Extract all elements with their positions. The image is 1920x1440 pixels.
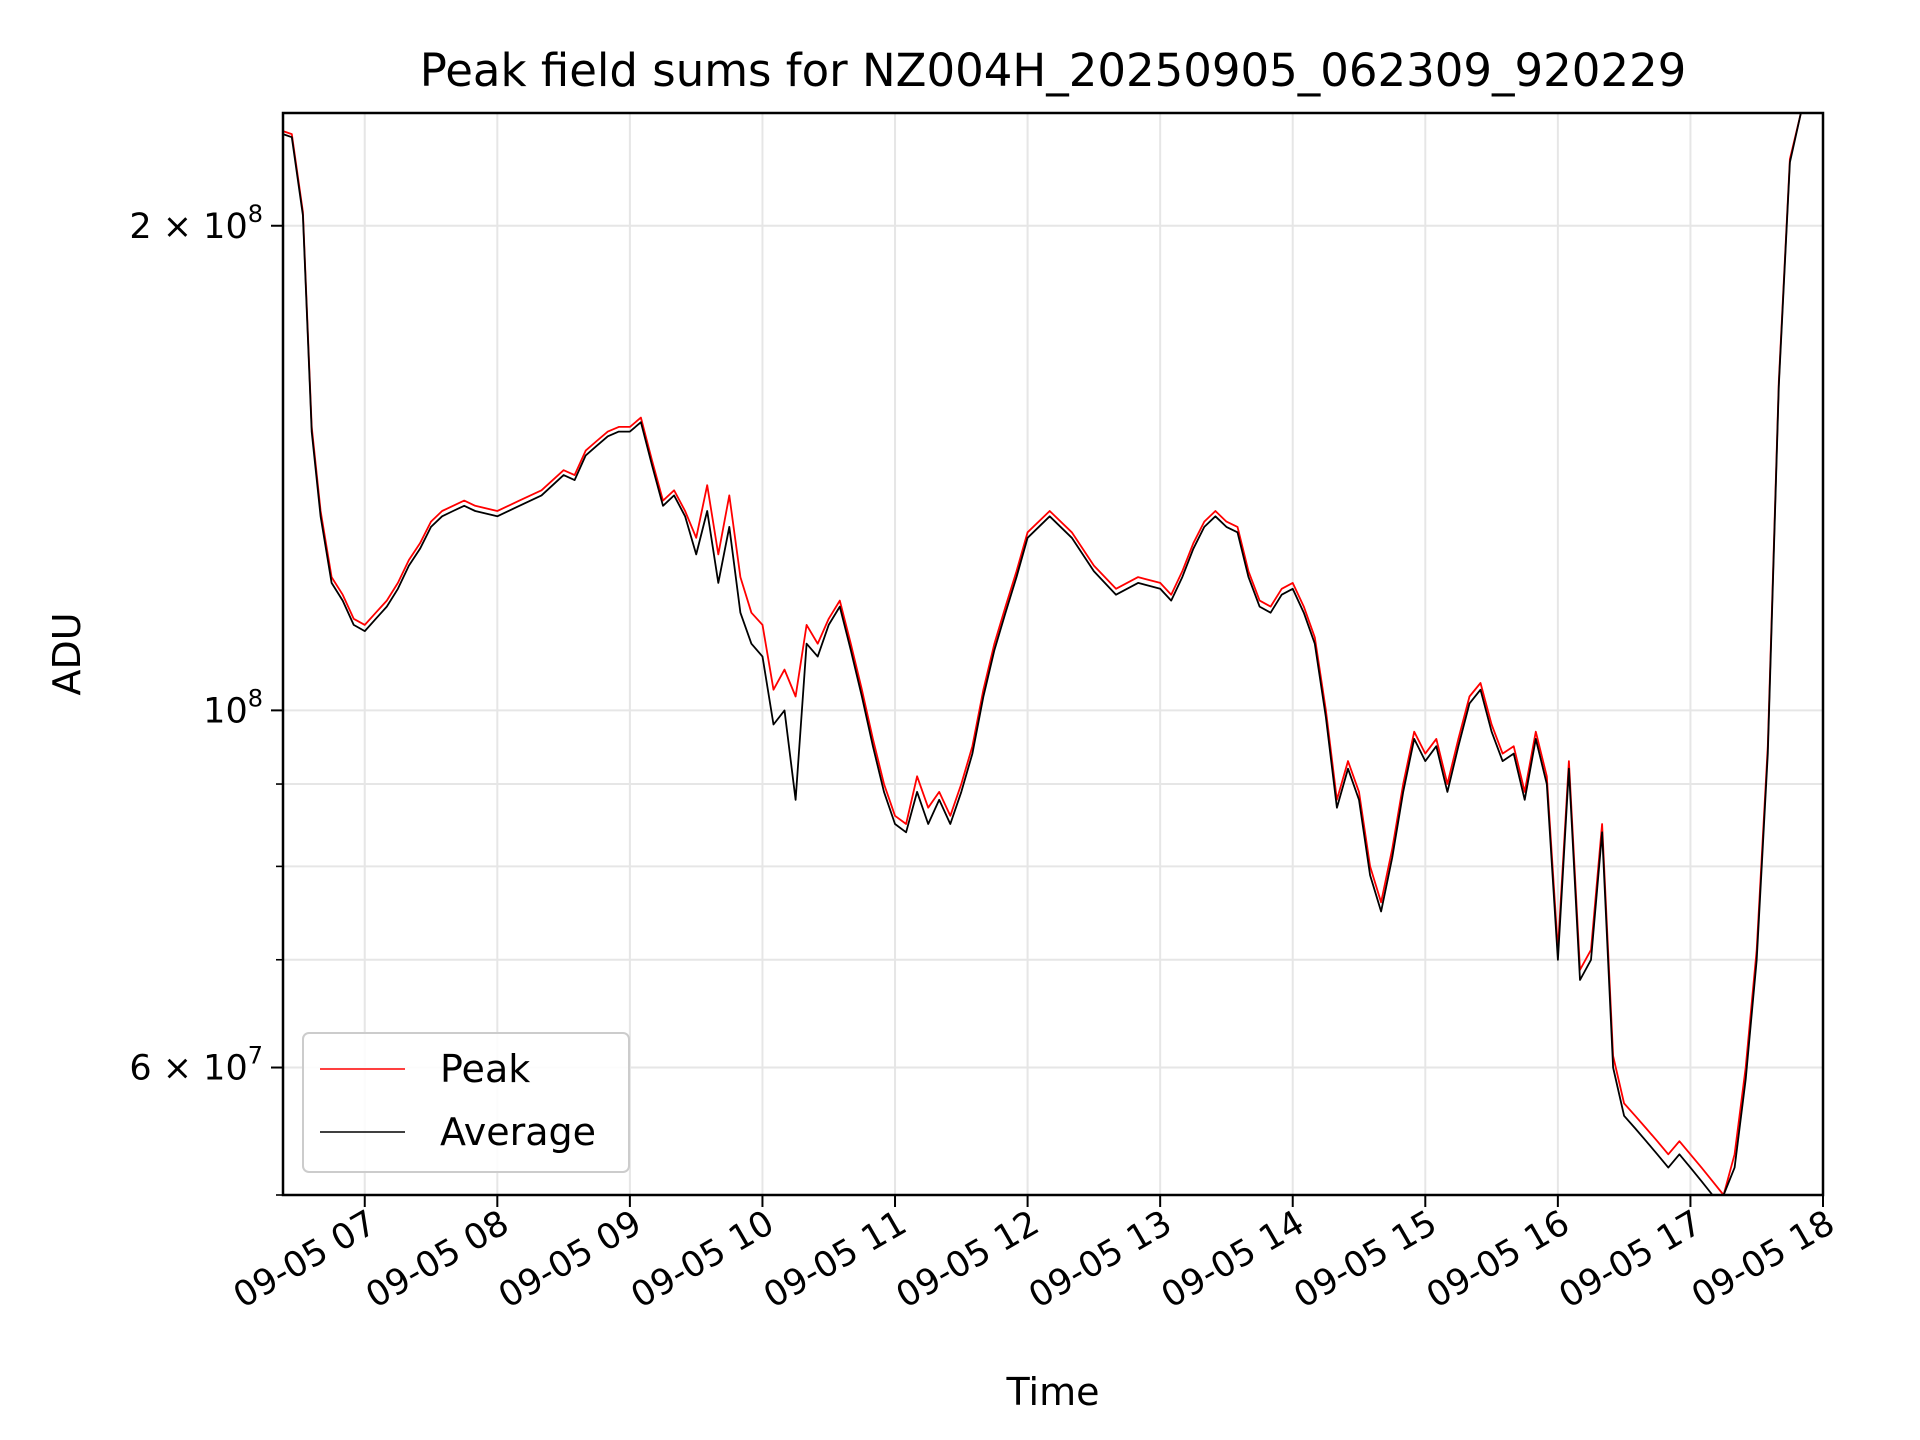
plot-frame — [281, 111, 1825, 1197]
legend-label-peak: Peak — [440, 1047, 530, 1091]
x-axis-label: Time — [1006, 1370, 1100, 1414]
legend-box — [302, 1032, 630, 1173]
series-line-average — [282, 112, 1802, 1196]
legend-label-average: Average — [440, 1110, 596, 1154]
y-axis-label: ADU — [45, 612, 89, 695]
y-tick-label: 2 × 108 — [129, 200, 263, 247]
legend: Peak Average — [302, 1032, 630, 1173]
y-tick-label: 6 × 107 — [129, 1042, 263, 1089]
y-tick-label: 108 — [203, 684, 263, 731]
plot-series — [282, 112, 1802, 1196]
y-axis: 2 × 108 108 6 × 107 — [129, 200, 283, 1196]
chart-title: Peak field sums for NZ004H_20250905_0623… — [420, 44, 1687, 97]
